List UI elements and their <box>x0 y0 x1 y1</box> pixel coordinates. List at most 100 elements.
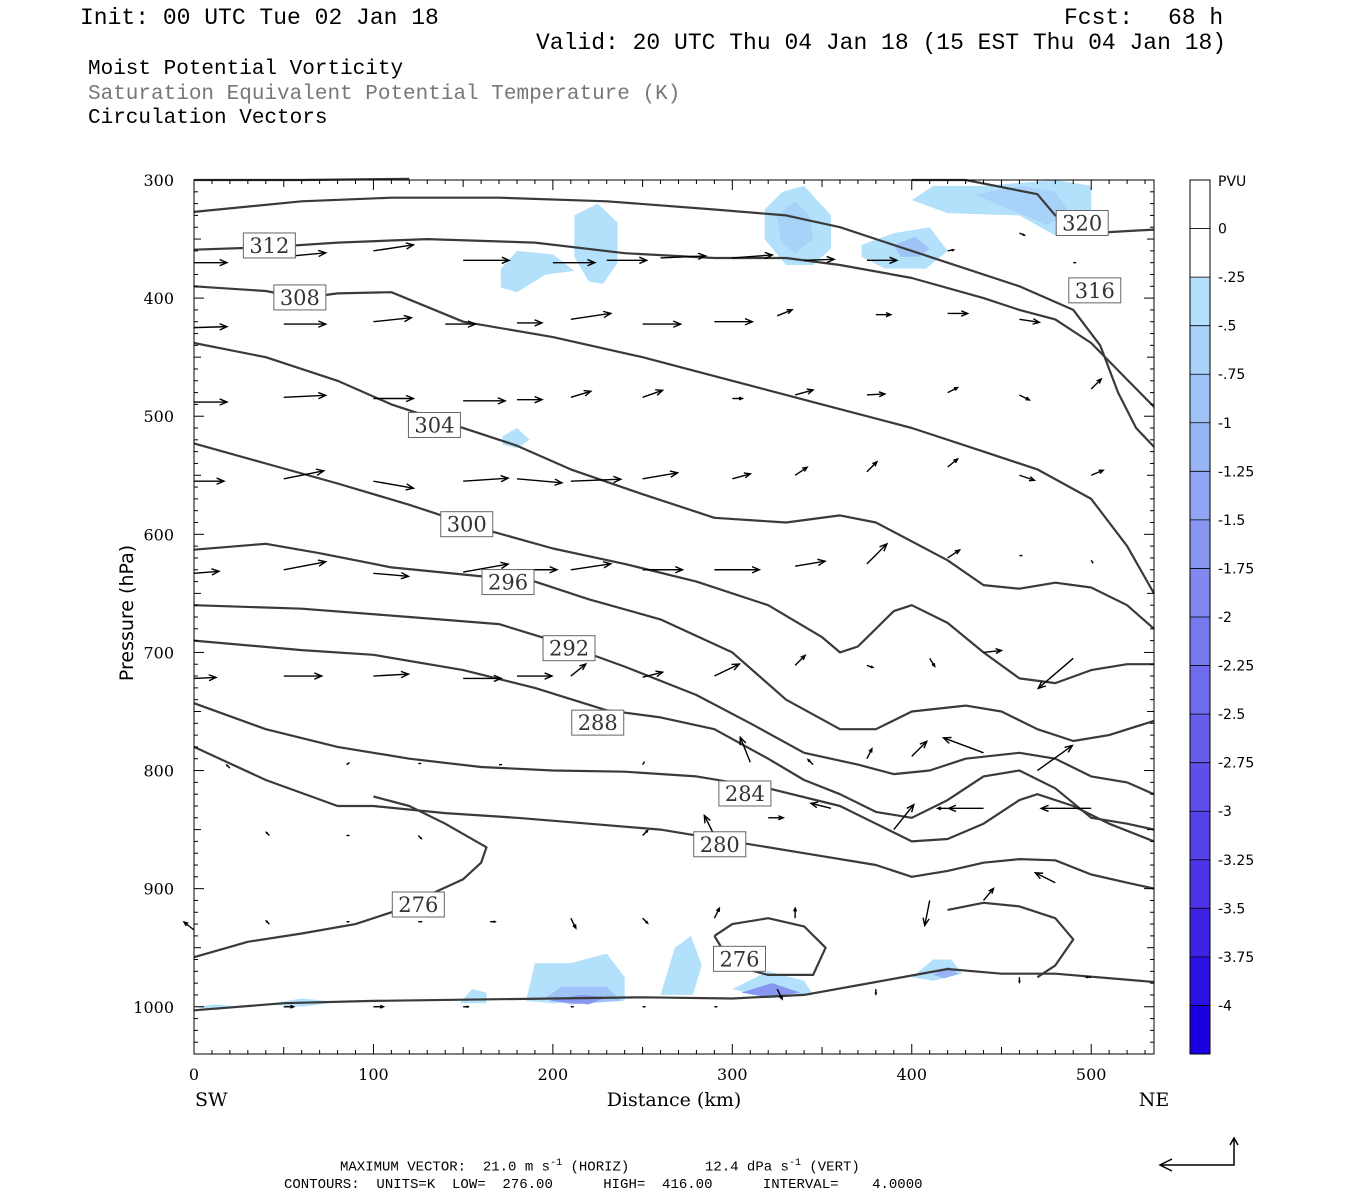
vector-head <box>265 831 269 835</box>
contour-label: 312 <box>249 234 289 258</box>
vector-shaft <box>714 663 740 677</box>
vector-head <box>419 836 423 840</box>
vector-shaft <box>732 473 751 480</box>
colorbar-cell <box>1190 374 1210 423</box>
colorbar-cell <box>1190 908 1210 957</box>
colorbar-cell <box>1190 1005 1210 1054</box>
contour-line <box>193 196 1155 448</box>
vector-head <box>225 763 229 767</box>
vector-shaft <box>732 254 773 259</box>
vector-head <box>697 252 708 261</box>
vector-head <box>793 906 798 912</box>
y-tick-label: 900 <box>143 880 174 899</box>
contour-label: 304 <box>414 413 454 437</box>
mpv-shading <box>194 180 1092 1011</box>
vector-shaft <box>373 244 414 252</box>
vector-head <box>639 256 649 265</box>
vector-head <box>764 251 775 260</box>
mpv-region <box>574 203 618 284</box>
vector-shaft <box>795 560 826 567</box>
vector-shaft <box>463 477 509 482</box>
vector-shaft <box>570 312 611 321</box>
vector-shaft <box>776 988 783 1000</box>
colorbar-cell <box>1190 859 1210 909</box>
contour-label-box <box>391 891 445 918</box>
contour-label-box <box>1068 277 1122 304</box>
colorbar-cell <box>1190 811 1210 860</box>
contour-label-box <box>571 709 625 736</box>
vector-shaft <box>866 748 873 760</box>
vector-shaft <box>794 654 806 666</box>
vector-head <box>544 672 554 680</box>
y-tick-label: 500 <box>143 407 174 426</box>
vector-head <box>587 258 597 267</box>
vector-head <box>953 457 960 464</box>
vector-head <box>405 483 416 491</box>
vector-shaft <box>982 888 995 901</box>
mpv-region <box>777 201 814 254</box>
colorbar-cell <box>1190 665 1210 715</box>
y-tick-label: 300 <box>143 171 174 190</box>
theta-e-contours <box>193 177 1155 1012</box>
vector-shaft <box>463 563 509 573</box>
vector-shaft <box>947 549 961 559</box>
contour-line <box>193 442 1154 685</box>
contour-info: CONTOURS: UNITS=K LOW= 276.00 HIGH= 416.… <box>284 1177 923 1193</box>
vector-head <box>645 829 649 834</box>
x-right-end-label: NE <box>1139 1089 1170 1111</box>
vector-shaft <box>373 572 409 577</box>
contour-label: 288 <box>578 711 618 735</box>
vector-head <box>219 258 229 267</box>
y-axis-title: Pressure (hPa) <box>116 545 138 681</box>
contour-line <box>193 285 1155 594</box>
vector-head <box>786 309 794 315</box>
colorbar-label: -2.5 <box>1218 707 1245 723</box>
vector-head <box>826 255 836 264</box>
colorbar-label: -3 <box>1218 804 1232 820</box>
vector-head <box>800 654 807 661</box>
vector-shaft <box>642 761 646 766</box>
vector-head <box>613 475 623 484</box>
colorbar-label: 0 <box>1218 222 1227 238</box>
vector-head <box>946 804 957 813</box>
vector-head <box>885 311 893 318</box>
vector-head <box>405 394 416 403</box>
vector-head <box>951 248 956 252</box>
y-tick-label: 400 <box>143 289 174 308</box>
vector-head <box>602 561 613 569</box>
contour-label: 276 <box>719 947 759 971</box>
colorbar-label: -3.25 <box>1218 853 1254 869</box>
vector-head <box>906 803 915 813</box>
contour-label: 320 <box>1062 212 1102 236</box>
vector-shaft <box>1019 474 1035 481</box>
vector-head <box>583 389 593 397</box>
vector-shaft <box>739 737 751 763</box>
axes: 0 100 200 300 400 500 300 400 500 600 700 800 900 100… <box>116 171 1169 1111</box>
contour-label-box <box>242 232 296 259</box>
vector-shaft <box>947 386 958 394</box>
vector-head <box>182 920 189 927</box>
vector-head <box>579 662 588 671</box>
vector-shaft <box>193 570 220 574</box>
x-tick-label: 500 <box>1076 1065 1107 1084</box>
vector-head <box>669 470 680 478</box>
vector-head <box>931 662 936 668</box>
vector-head <box>314 672 324 680</box>
vector-head <box>1028 476 1037 482</box>
vector-head <box>379 1004 386 1009</box>
forecast-label: Fcst: <box>1064 5 1134 31</box>
vector-shaft <box>193 676 217 680</box>
vector-head <box>655 670 665 678</box>
colorbar-label: -2.75 <box>1218 756 1254 772</box>
colorbar-cell <box>1190 180 1210 229</box>
colorbar-cell <box>1190 956 1210 1006</box>
vector-head <box>739 735 747 746</box>
vector-head <box>493 920 497 924</box>
vector-head <box>870 665 875 669</box>
vector-shaft <box>947 458 959 468</box>
colorbar: PVU 0 -.25 -.5 -.75 -1 -1.25 -1.5 -1.75 -2 -2.25 -2… <box>1189 174 1254 1055</box>
vector-head <box>703 813 711 824</box>
vector-head <box>879 542 889 552</box>
colorbar-cell <box>1190 568 1210 617</box>
